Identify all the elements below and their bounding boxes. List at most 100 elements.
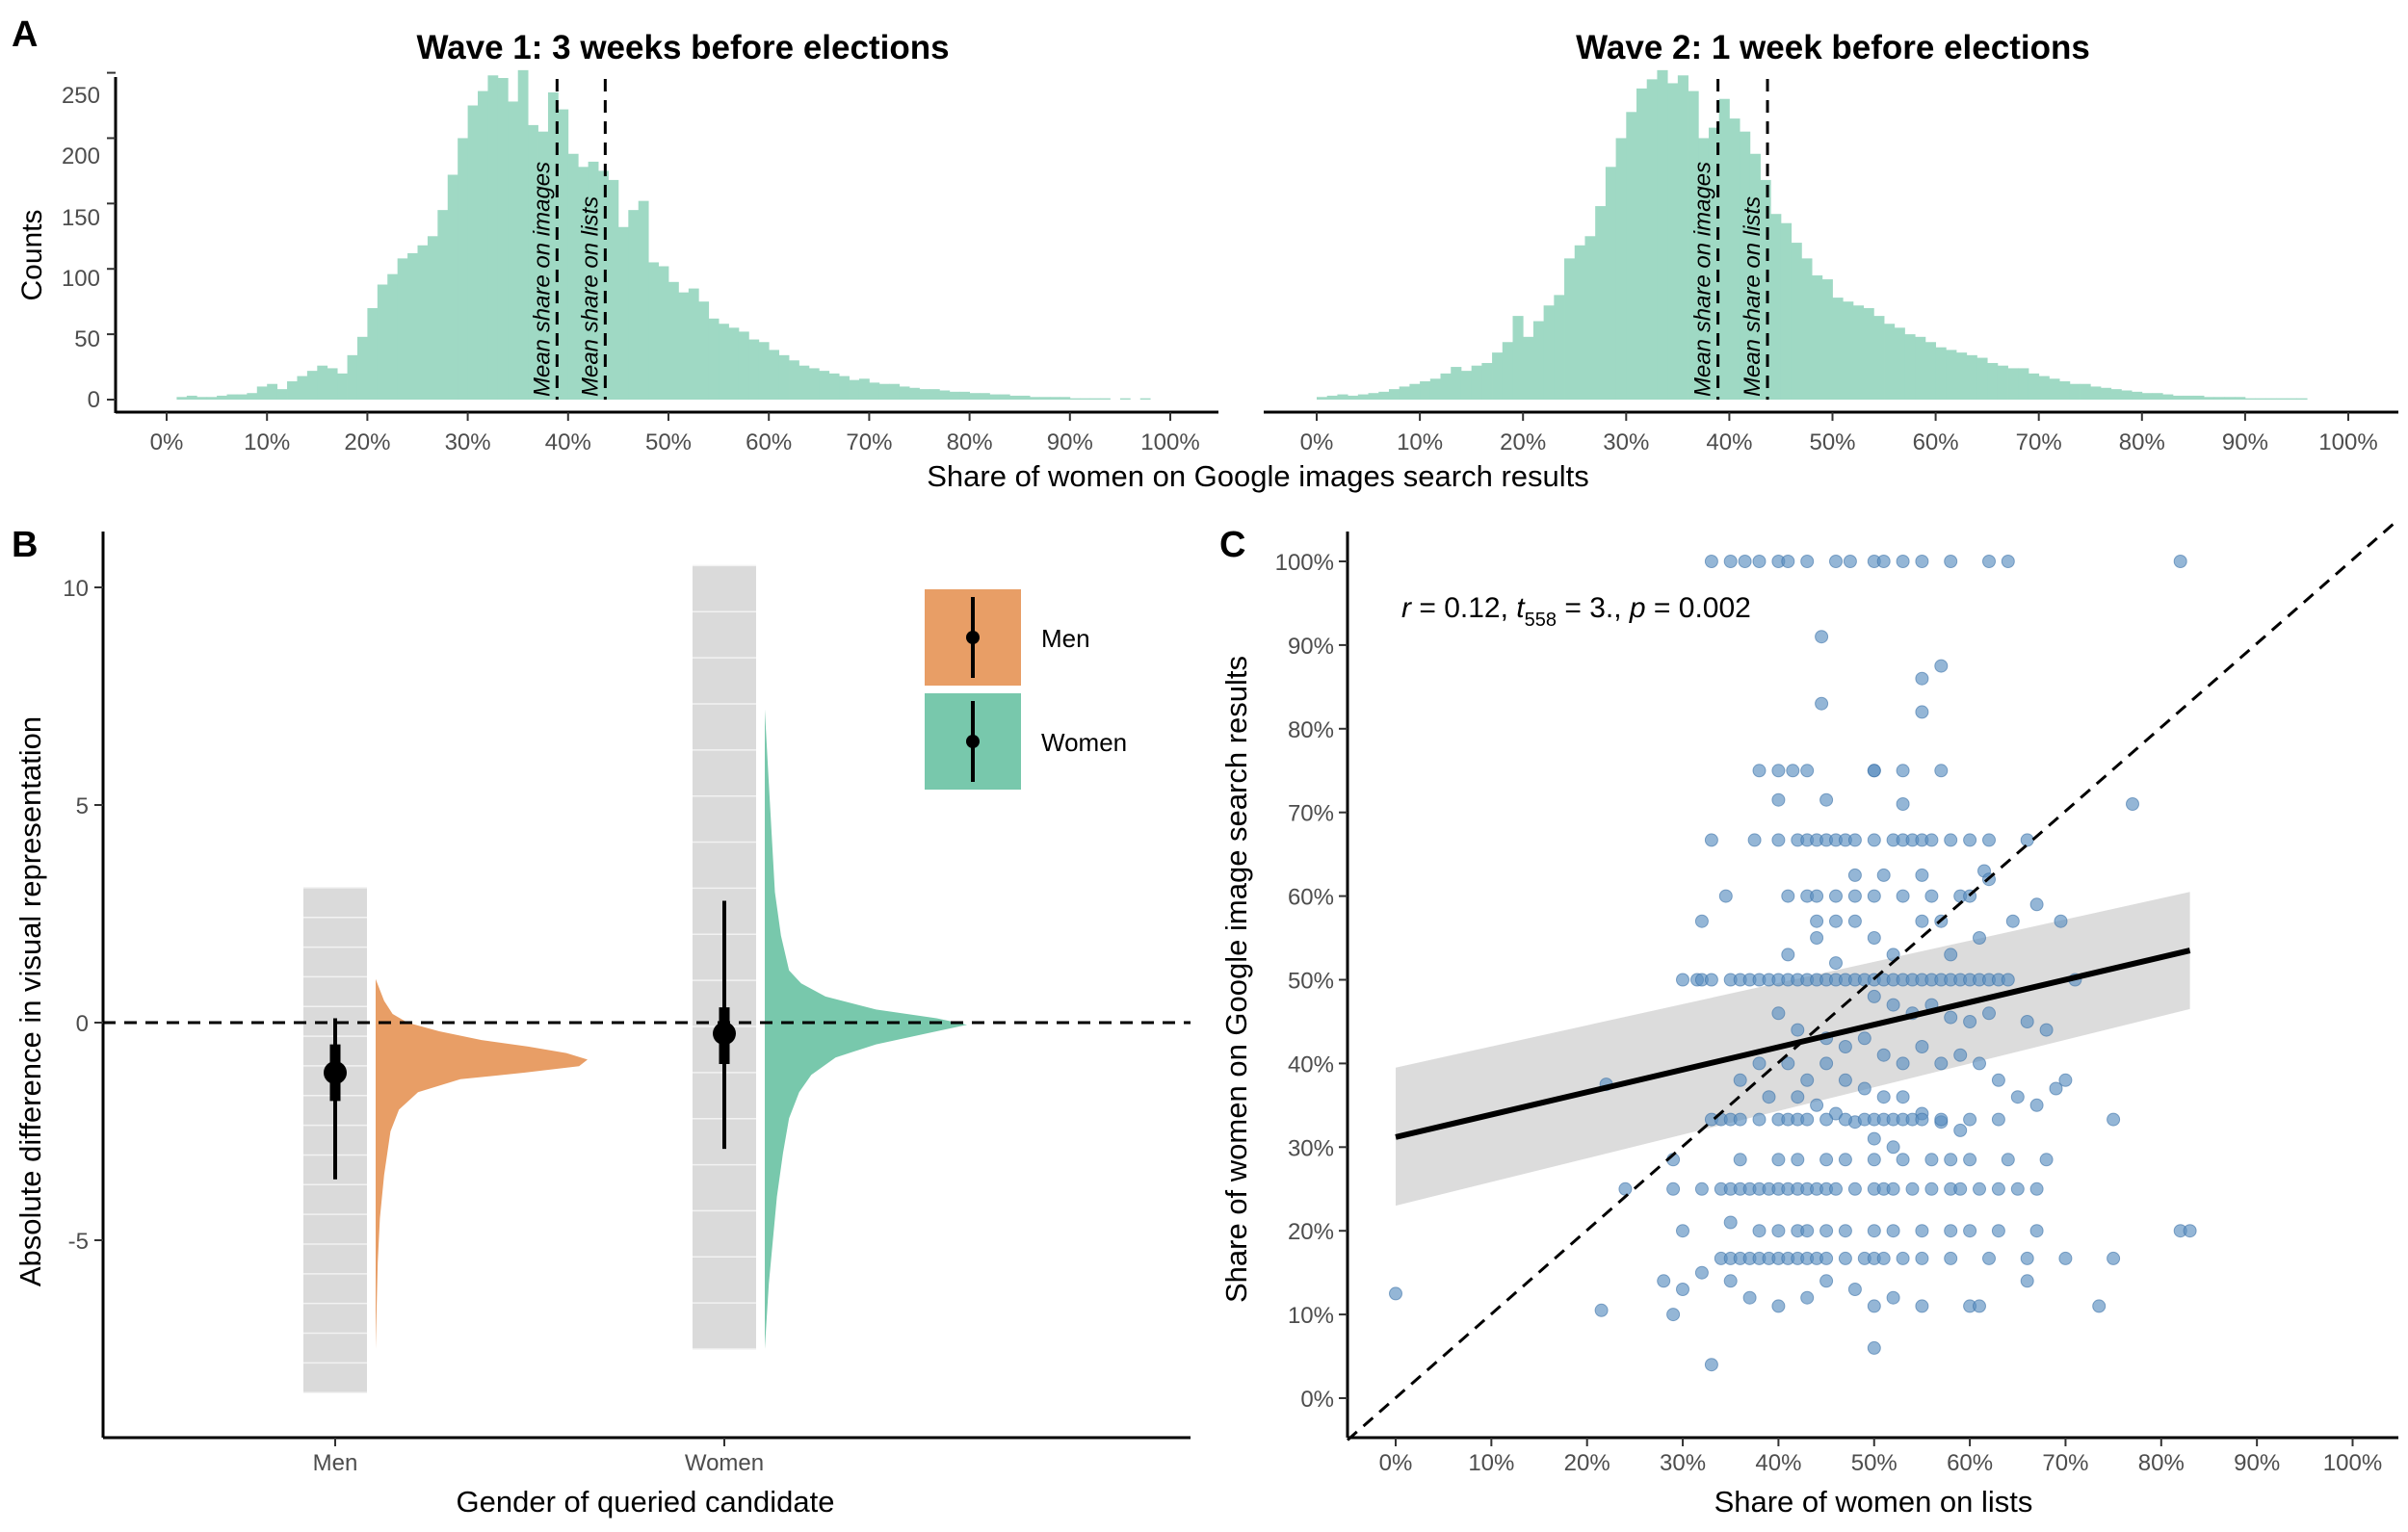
histogram-bar — [738, 331, 749, 400]
scatter-point — [2005, 914, 2020, 928]
histogram-bar — [2038, 376, 2050, 400]
histogram-bar — [648, 262, 659, 400]
scatter-point — [1676, 1224, 1689, 1238]
histogram-bar — [528, 124, 538, 400]
panel-b-ylabel: Absolute difference in visual representa… — [13, 716, 47, 1286]
scatter-point — [1991, 1224, 2005, 1238]
y-tick-label: 30% — [1288, 1135, 1334, 1161]
y-tick-label: 100% — [1275, 550, 1334, 576]
histogram-bar — [1780, 222, 1793, 400]
scatter-point — [1829, 1181, 1843, 1196]
histogram-bar — [2132, 391, 2143, 400]
scatter-point — [1867, 931, 1881, 945]
histogram-bar — [367, 307, 379, 400]
scatter-point — [1723, 1215, 1738, 1230]
histogram-bar — [458, 138, 468, 400]
histogram-bar — [719, 324, 729, 400]
histogram-bar — [1884, 324, 1896, 400]
histogram-bar — [1368, 393, 1379, 400]
scatter-point — [1915, 555, 1929, 568]
histogram-bar — [1532, 321, 1545, 400]
histogram-bar — [598, 170, 609, 400]
histogram-bar — [196, 397, 208, 400]
histogram-bar — [1791, 243, 1802, 400]
scatter-point — [2107, 1112, 2121, 1127]
scatter-point — [2039, 1153, 2054, 1167]
legend-key-women-point — [966, 735, 980, 748]
x-tick-label: 30% — [1603, 429, 1649, 455]
histogram-bar — [337, 373, 348, 400]
scatter-point — [1896, 1090, 1910, 1104]
histogram-bar — [2141, 393, 2153, 400]
histogram-bar — [1009, 395, 1021, 400]
x-tick-label: 0% — [1300, 429, 1334, 455]
ytick-label: 100 — [62, 266, 100, 292]
scatter-point — [1704, 973, 1718, 987]
histogram-bar — [1399, 386, 1410, 400]
scatter-point — [1944, 948, 1958, 962]
panel-a-axes: 0 50 100 150 200 250 0% 10% 20% 30% 40% 50% 60… — [62, 71, 2398, 455]
wave1-title: Wave 1: 3 weeks before elections — [416, 29, 949, 66]
scatter-point — [2020, 1274, 2034, 1288]
x-tick-label: 90% — [1047, 429, 1093, 455]
scatter-point — [1819, 1251, 1834, 1265]
histogram-bar — [1997, 365, 2008, 400]
scatter-point — [2020, 1251, 2034, 1265]
scatter-point — [1800, 1290, 1815, 1305]
mean-images-label: Mean share on images — [1690, 162, 1716, 397]
x-tick-label: 100% — [2323, 1450, 2382, 1476]
scatter-point — [1829, 555, 1843, 568]
panel-c: Share of women on Google image search re… — [1219, 518, 2399, 1519]
scatter-point — [1896, 889, 1910, 903]
scatter-point — [1843, 555, 1857, 568]
scatter-point — [1896, 1056, 1910, 1071]
histogram-bar — [980, 393, 990, 400]
scatter-point — [1594, 1303, 1609, 1317]
scatter-point — [1752, 764, 1767, 778]
histogram-bar — [256, 386, 268, 400]
y-tick-label: 10% — [1288, 1303, 1334, 1329]
x-tick-label: 70% — [2042, 1450, 2088, 1476]
x-tick-label: 10% — [1397, 429, 1443, 455]
scatter-point — [1905, 1181, 1920, 1196]
histogram-bar — [1460, 371, 1473, 400]
histogram-bar — [1139, 398, 1151, 400]
histogram-bar — [2265, 398, 2277, 400]
scatter-point — [1694, 914, 1709, 928]
histogram-bar — [1718, 98, 1730, 400]
histogram-bar — [487, 75, 499, 400]
y-tick-label: 40% — [1288, 1052, 1334, 1078]
scatter-point — [1963, 1224, 1977, 1238]
scatter-point — [1733, 1073, 1747, 1087]
histogram-bar — [1904, 334, 1916, 400]
scatter-point — [1810, 931, 1824, 945]
scatter-point — [1694, 1265, 1709, 1280]
scatter-point — [1694, 1181, 1709, 1196]
histogram-bar — [1326, 395, 1338, 400]
histogram-bar — [1388, 389, 1400, 400]
histogram-bar — [1677, 75, 1688, 400]
histogram-bar — [2152, 393, 2163, 400]
histogram-bar — [1584, 236, 1596, 400]
scatter-point — [1857, 1081, 1871, 1096]
scatter-point — [1810, 889, 1824, 903]
x-tick-label: 30% — [445, 429, 491, 455]
panel-a-yticks: 0 50 100 150 200 250 — [62, 83, 100, 413]
scatter-point — [1953, 1123, 1968, 1137]
histogram-bar — [1080, 398, 1091, 400]
ytick-label: 200 — [62, 143, 100, 169]
correlation-annotation: r = 0.12, t558 = 3., p = 0.002 — [1401, 592, 1751, 631]
scatter-point — [1819, 1056, 1834, 1071]
histogram-bar — [839, 376, 850, 400]
x-tick-label: 20% — [344, 429, 390, 455]
histogram-bar — [628, 210, 640, 400]
annotation-df: 558 — [1525, 610, 1557, 631]
histogram-bar — [1451, 367, 1462, 400]
x-tick-label: 100% — [1140, 429, 1199, 455]
scatter-point — [1915, 1040, 1929, 1053]
histogram-bar — [1060, 397, 1071, 400]
histogram-bar — [2296, 398, 2308, 400]
histogram-bar — [2255, 398, 2266, 400]
scatter-point — [1934, 1112, 1949, 1127]
x-tick-label: 100% — [2318, 429, 2377, 455]
